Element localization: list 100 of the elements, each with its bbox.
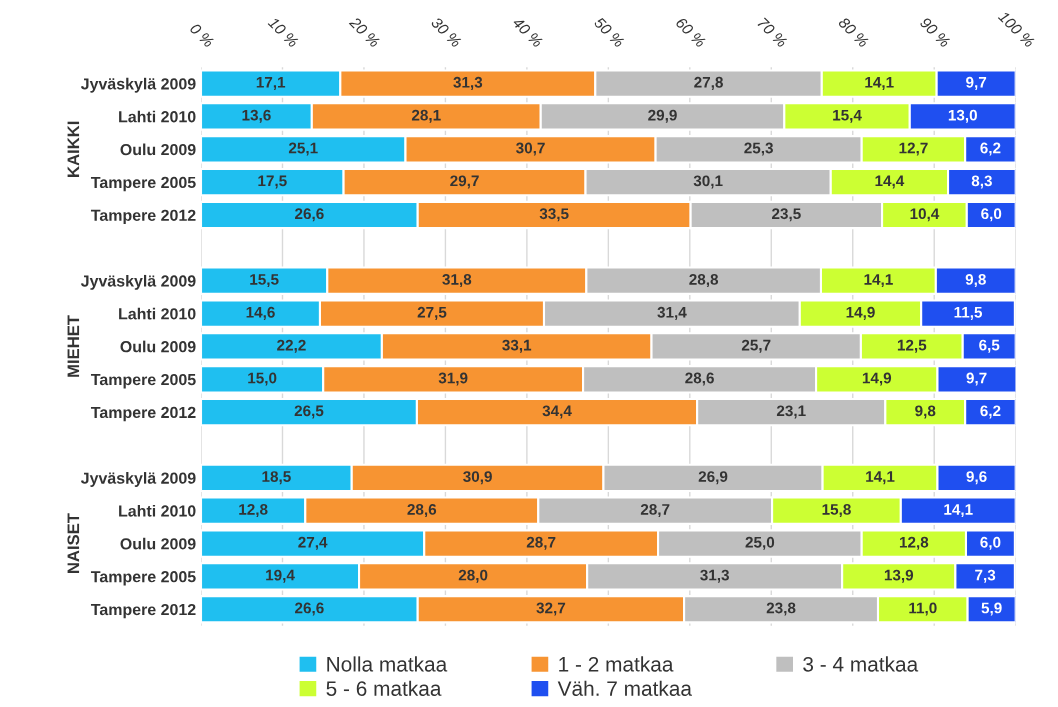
data-label: 30,7 bbox=[516, 142, 545, 156]
data-label: 15,0 bbox=[248, 372, 277, 386]
data-label: 6,0 bbox=[981, 208, 1002, 222]
data-label: 26,9 bbox=[698, 471, 728, 485]
data-label: 31,3 bbox=[700, 569, 729, 583]
x-tick-label: 20 % bbox=[348, 16, 381, 48]
data-label: 13,0 bbox=[948, 109, 977, 123]
legend-label: 5 - 6 matkaa bbox=[326, 680, 442, 696]
data-label: 27,5 bbox=[417, 306, 447, 320]
y-tick-label: Oulu 2009 bbox=[120, 537, 196, 550]
data-label: 27,4 bbox=[298, 536, 328, 550]
data-label: 25,1 bbox=[288, 142, 318, 156]
y-tick-label: Jyväskylä 2009 bbox=[80, 472, 196, 487]
y-tick-label: Lahti 2010 bbox=[119, 110, 196, 123]
data-label: 14,4 bbox=[875, 175, 905, 189]
data-label: 23,5 bbox=[772, 208, 801, 222]
data-label: 31,9 bbox=[438, 372, 468, 386]
data-label: 28,8 bbox=[689, 274, 719, 288]
y-tick-label: Tampere 2012 bbox=[90, 209, 196, 225]
y-tick-label: Lahti 2010 bbox=[119, 307, 196, 320]
data-label: 13,6 bbox=[242, 109, 271, 123]
data-label: 9,7 bbox=[966, 76, 987, 90]
data-label: 28,1 bbox=[411, 109, 441, 123]
data-label: 22,2 bbox=[277, 339, 306, 353]
x-tick-label: 60 % bbox=[675, 16, 707, 48]
data-label: 28,0 bbox=[458, 569, 488, 583]
data-label: 9,8 bbox=[915, 405, 936, 419]
data-label: 8,3 bbox=[971, 175, 992, 189]
data-label: 31,4 bbox=[657, 306, 687, 320]
x-tick-label: 0 % bbox=[189, 22, 215, 48]
data-label: 29,9 bbox=[648, 109, 677, 123]
data-label: 32,7 bbox=[536, 602, 566, 616]
data-label: 30,9 bbox=[463, 471, 492, 485]
data-label: 31,8 bbox=[442, 274, 472, 288]
text: KAIKKI bbox=[67, 121, 80, 177]
data-label: 12,8 bbox=[899, 536, 929, 550]
data-label: 9,6 bbox=[966, 471, 987, 485]
y-tick-label: Tampere 2012 bbox=[90, 603, 196, 619]
y-tick-label: Tampere 2005 bbox=[90, 373, 196, 389]
data-label: 12,5 bbox=[897, 339, 927, 353]
data-label: 28,6 bbox=[685, 372, 714, 386]
data-label: 10,4 bbox=[910, 208, 940, 222]
data-label: 29,7 bbox=[450, 175, 479, 189]
data-label: 23,1 bbox=[776, 405, 806, 419]
data-label: 9,7 bbox=[966, 372, 987, 386]
data-label: 28,7 bbox=[526, 536, 556, 550]
data-label: 15,5 bbox=[250, 274, 279, 288]
x-tick-label: 10 % bbox=[267, 16, 300, 48]
data-label: 13,9 bbox=[884, 569, 914, 583]
data-label: 30,1 bbox=[693, 175, 723, 189]
data-label: 26,6 bbox=[295, 208, 324, 222]
y-tick-label: Lahti 2010 bbox=[119, 504, 196, 517]
x-tick-label: 30 % bbox=[430, 16, 463, 48]
data-label: 6,5 bbox=[979, 339, 1000, 353]
data-label: 12,8 bbox=[239, 503, 268, 518]
data-label: 14,6 bbox=[246, 306, 275, 320]
data-label: 14,1 bbox=[864, 274, 893, 288]
y-tick-label: Tampere 2005 bbox=[90, 571, 196, 586]
data-label: 14,1 bbox=[944, 504, 973, 518]
data-label: 27,8 bbox=[694, 76, 723, 90]
legend-label: 3 - 4 matkaa bbox=[803, 656, 919, 672]
legend-label: Väh. 7 matkaa bbox=[557, 680, 692, 696]
y-tick-label: Oulu 2009 bbox=[120, 143, 196, 156]
data-label: 11,0 bbox=[909, 602, 937, 616]
data-label: 31,3 bbox=[453, 76, 483, 90]
legend-label: Nolla matkaa bbox=[327, 656, 448, 672]
x-tick-label: 90 % bbox=[919, 16, 951, 48]
data-label: 11,5 bbox=[954, 307, 983, 320]
y-tick-label: Jyväskylä 2009 bbox=[80, 274, 196, 290]
data-label: 14,9 bbox=[846, 306, 875, 320]
data-label: 12,7 bbox=[899, 142, 928, 156]
data-label: 25,3 bbox=[744, 142, 773, 156]
x-tick-label: 40 % bbox=[511, 16, 544, 48]
data-label: 15,4 bbox=[833, 109, 862, 123]
x-tick-label: 70 % bbox=[757, 17, 788, 48]
data-label: 26,6 bbox=[295, 602, 324, 616]
data-label: 28,6 bbox=[407, 503, 437, 518]
y-tick-label: Jyväskylä 2009 bbox=[80, 77, 196, 93]
data-label: 6,2 bbox=[980, 142, 1001, 156]
data-label: 18,5 bbox=[262, 471, 291, 485]
y-tick-label: Tampere 2012 bbox=[90, 406, 196, 422]
data-label: 33,1 bbox=[502, 339, 532, 353]
data-label: 28,7 bbox=[640, 503, 670, 518]
data-label: 26,5 bbox=[294, 405, 324, 419]
data-label: 5,9 bbox=[981, 602, 1002, 616]
data-label: 23,8 bbox=[766, 602, 796, 616]
text: NAISET bbox=[67, 513, 80, 573]
data-label: 6,0 bbox=[980, 536, 1001, 550]
data-label: 14,9 bbox=[862, 372, 892, 386]
data-label: 14,1 bbox=[865, 77, 894, 90]
data-label: 25,7 bbox=[741, 339, 771, 353]
x-tick-label: 80 % bbox=[837, 16, 870, 48]
data-label: 6,2 bbox=[980, 405, 1001, 419]
data-label: 34,4 bbox=[542, 405, 572, 419]
data-label: 19,4 bbox=[266, 569, 295, 583]
data-label: 17,1 bbox=[256, 77, 286, 90]
data-label: 17,5 bbox=[258, 175, 287, 189]
data-label: 9,8 bbox=[965, 274, 986, 288]
y-tick-label: Tampere 2005 bbox=[90, 176, 196, 192]
y-tick-label: Oulu 2009 bbox=[120, 340, 196, 353]
